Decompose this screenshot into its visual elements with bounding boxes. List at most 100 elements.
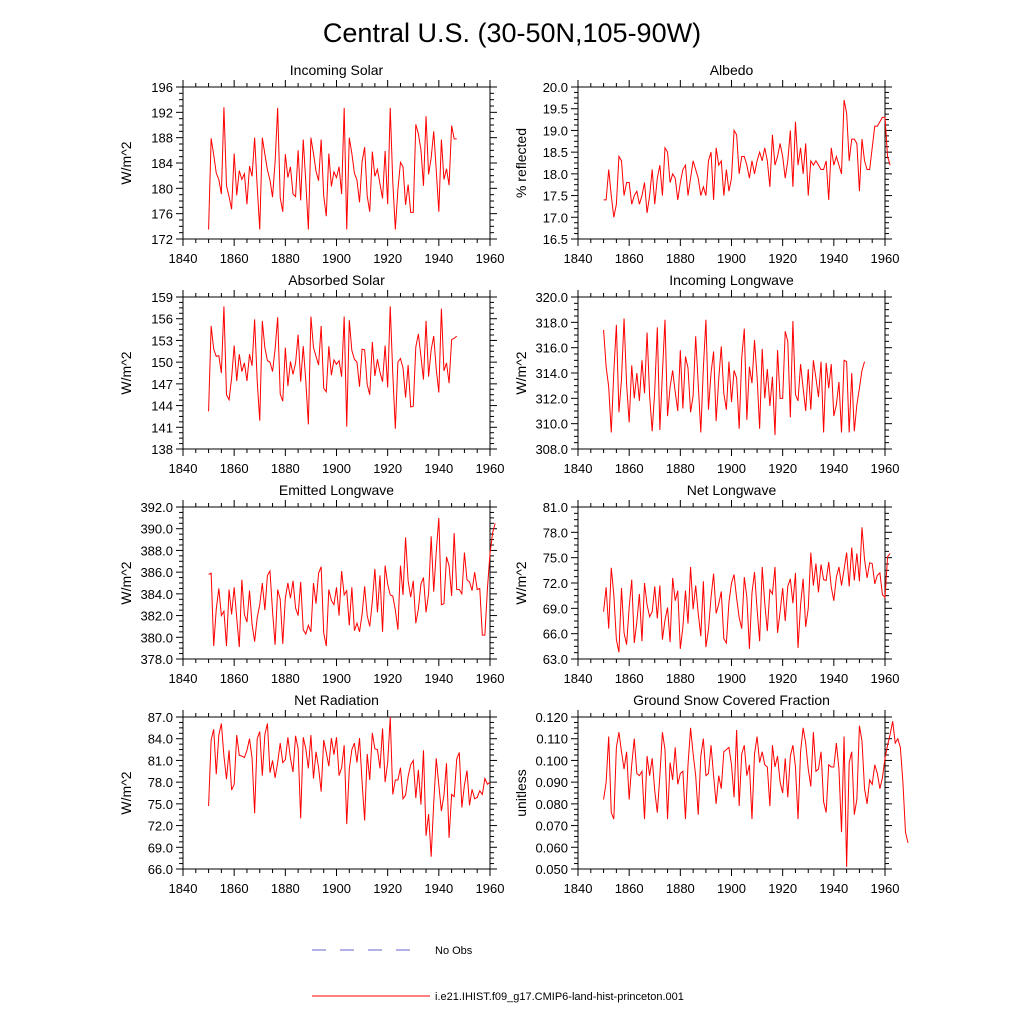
x-tick-label: 1920 <box>373 881 402 896</box>
chart-panels: Incoming Solar W/m^2 172 176 180 184 188 192 196… <box>118 62 909 896</box>
y-axis-label: W/m^2 <box>118 351 134 394</box>
x-tick-label: 1900 <box>322 461 351 476</box>
x-tick-label: 1900 <box>322 251 351 266</box>
series-line <box>603 721 909 867</box>
series-line <box>208 716 491 857</box>
y-tick-label: 72.0 <box>148 819 173 834</box>
y-tick-label: 392.0 <box>140 500 173 515</box>
x-tick-label: 1940 <box>424 671 453 686</box>
panel-title: Albedo <box>710 62 754 78</box>
y-tick-label: 69.0 <box>543 601 568 616</box>
legend-label-model: i.e21.IHIST.f09_g17.CMIP6-land-hist-prin… <box>435 991 684 1003</box>
y-tick-label: 63.0 <box>543 652 568 667</box>
y-tick-label: 75.0 <box>543 551 568 566</box>
legend: No Obs i.e21.IHIST.f09_g17.CMIP6-land-hi… <box>312 945 684 1003</box>
y-tick-label: 20.0 <box>543 80 568 95</box>
y-tick-label: 386.0 <box>140 565 173 580</box>
y-axis-label: W/m^2 <box>513 561 529 604</box>
y-tick-label: 17.5 <box>543 189 568 204</box>
x-tick-label: 1940 <box>819 881 848 896</box>
y-tick-label: 308.0 <box>535 442 568 457</box>
y-tick-label: 156 <box>151 312 173 327</box>
x-tick-label: 1840 <box>169 461 198 476</box>
y-tick-label: 78.0 <box>543 525 568 540</box>
y-tick-label: 147 <box>151 377 173 392</box>
y-tick-label: 0.110 <box>536 732 568 747</box>
x-tick-label: 1840 <box>169 881 198 896</box>
y-tick-label: 180 <box>151 181 173 196</box>
y-tick-label: 138 <box>151 442 173 457</box>
x-tick-label: 1840 <box>169 671 198 686</box>
y-tick-label: 87.0 <box>148 710 173 725</box>
y-tick-label: 141 <box>151 420 173 435</box>
x-tick-label: 1920 <box>373 671 402 686</box>
y-tick-label: 310.0 <box>535 417 568 432</box>
x-tick-label: 1880 <box>666 881 695 896</box>
x-tick-label: 1940 <box>424 881 453 896</box>
panel-0: Incoming Solar W/m^2 172 176 180 184 188 192 196… <box>118 62 504 266</box>
panel-title: Incoming Longwave <box>669 272 794 288</box>
x-tick-label: 1960 <box>476 251 505 266</box>
x-tick-label: 1860 <box>615 251 644 266</box>
panel-4: Emitted Longwave W/m^2 378.0 380.0 382.0 384.… <box>118 482 504 686</box>
y-tick-label: 184 <box>151 156 173 171</box>
x-tick-label: 1860 <box>615 671 644 686</box>
y-tick-label: 153 <box>151 333 173 348</box>
legend-label-no-obs: No Obs <box>435 945 473 957</box>
y-axis-label: % reflected <box>513 128 529 198</box>
x-tick-label: 1960 <box>476 671 505 686</box>
y-tick-label: 0.080 <box>535 797 568 812</box>
y-tick-label: 66.0 <box>543 627 568 642</box>
figure-title: Central U.S. (30-50N,105-90W) <box>323 18 701 48</box>
x-tick-label: 1880 <box>666 671 695 686</box>
y-axis-label: W/m^2 <box>513 351 529 394</box>
y-tick-label: 320.0 <box>535 290 568 305</box>
y-tick-label: 176 <box>151 207 173 222</box>
y-tick-label: 81.0 <box>543 500 568 515</box>
y-tick-label: 0.070 <box>535 819 568 834</box>
series-line <box>603 527 891 653</box>
x-tick-label: 1920 <box>373 251 402 266</box>
x-tick-label: 1880 <box>271 461 300 476</box>
y-tick-label: 382.0 <box>140 609 173 624</box>
x-tick-label: 1880 <box>271 671 300 686</box>
y-axis-label: W/m^2 <box>118 561 134 604</box>
series-line <box>208 517 496 648</box>
x-tick-label: 1920 <box>768 251 797 266</box>
panel-7: Ground Snow Covered Fraction unitless 0.05… <box>513 692 909 896</box>
panel-3: Incoming Longwave W/m^2 308.0 310.0 312.0 314… <box>513 272 899 476</box>
y-tick-label: 388.0 <box>140 543 173 558</box>
y-tick-label: 172 <box>151 232 173 247</box>
y-tick-label: 18.0 <box>543 167 568 182</box>
y-tick-label: 0.090 <box>535 775 568 790</box>
x-tick-label: 1940 <box>819 461 848 476</box>
panel-title: Incoming Solar <box>290 62 384 78</box>
series-line <box>208 306 458 429</box>
y-tick-label: 196 <box>151 80 173 95</box>
y-tick-label: 16.5 <box>543 232 568 247</box>
y-tick-label: 188 <box>151 131 173 146</box>
x-tick-label: 1880 <box>271 881 300 896</box>
plot-frame <box>577 86 886 240</box>
y-tick-label: 318.0 <box>535 315 568 330</box>
y-tick-label: 384.0 <box>140 587 173 602</box>
y-tick-label: 192 <box>151 105 173 120</box>
x-tick-label: 1860 <box>615 881 644 896</box>
x-tick-label: 1860 <box>615 461 644 476</box>
y-tick-label: 19.0 <box>543 123 568 138</box>
panel-title: Net Longwave <box>687 482 777 498</box>
y-tick-label: 75.0 <box>148 797 173 812</box>
plot-frame <box>577 716 886 870</box>
y-axis-label: unitless <box>513 769 529 816</box>
x-tick-label: 1840 <box>169 251 198 266</box>
y-tick-label: 314.0 <box>535 366 568 381</box>
y-tick-label: 312.0 <box>535 391 568 406</box>
y-tick-label: 81.0 <box>148 753 173 768</box>
y-tick-label: 0.100 <box>535 753 568 768</box>
x-tick-label: 1840 <box>564 671 593 686</box>
x-tick-label: 1940 <box>424 251 453 266</box>
y-tick-label: 66.0 <box>148 862 173 877</box>
plot-frame <box>182 506 491 660</box>
x-tick-label: 1960 <box>871 881 900 896</box>
x-tick-label: 1920 <box>768 671 797 686</box>
